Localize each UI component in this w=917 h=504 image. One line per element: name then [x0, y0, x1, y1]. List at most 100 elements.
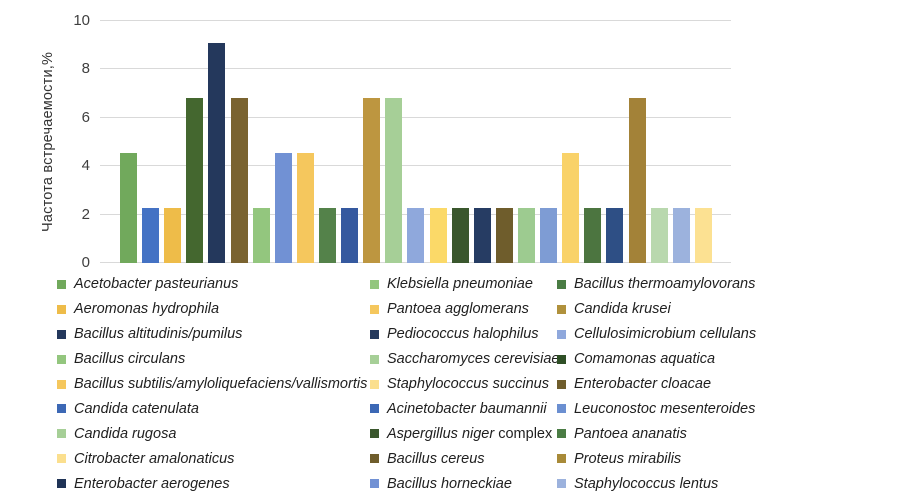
bar	[385, 97, 403, 263]
legend-item: Enterobacter cloacae	[557, 372, 756, 397]
legend-color-swatch	[370, 454, 379, 464]
legend-color-swatch	[557, 429, 566, 439]
legend-color-swatch	[557, 479, 566, 489]
legend-label: Bacillus cereus	[387, 450, 485, 467]
legend-label: Comamonas aquatica	[574, 351, 716, 368]
y-tick-label: 10	[73, 12, 90, 29]
legend-label: Bacillus circulans	[74, 351, 186, 368]
legend-item: Pantoea ananatis	[557, 421, 756, 446]
legend-column-3: Bacillus thermoamylovorans Candida krusei…	[557, 272, 756, 496]
bar	[650, 208, 668, 263]
legend-color-swatch	[557, 379, 566, 389]
gridline	[100, 20, 731, 21]
legend-color-swatch	[370, 429, 379, 439]
legend-item: Citrobacter amalonaticus	[57, 446, 367, 471]
legend: Acetobacter pasteurianus Aeromonas hydrop…	[0, 272, 917, 500]
bar	[318, 208, 336, 263]
gridline	[100, 68, 731, 70]
legend-item: Acetobacter pasteurianus	[57, 272, 367, 297]
y-tick-label: 2	[81, 205, 90, 223]
legend-item: Staphylococcus succinus	[370, 372, 559, 397]
legend-item: Bacillus circulans	[57, 347, 367, 372]
legend-color-swatch	[557, 329, 566, 339]
legend-label: Pantoea agglomerans	[387, 301, 529, 318]
legend-item: Klebsiella pneumoniae	[370, 272, 559, 297]
legend-color-swatch	[57, 404, 66, 414]
y-tick-label: 6	[81, 108, 90, 126]
legend-color-swatch	[370, 379, 379, 389]
legend-label: Acetobacter pasteurianus	[74, 276, 239, 293]
bar	[429, 208, 447, 263]
legend-item: Comamonas aquatica	[557, 347, 756, 372]
bar	[252, 208, 270, 263]
legend-label: Cellulosimicrobium cellulans	[574, 326, 757, 343]
legend-label: Staphylococcus succinus	[387, 376, 549, 392]
bar	[628, 97, 646, 263]
legend-item: Aeromonas hydrophila	[57, 297, 367, 322]
legend-item: Leuconostoc mesenteroides	[557, 396, 756, 421]
legend-label: Proteus mirabilis	[574, 450, 682, 467]
legend-color-swatch	[557, 454, 566, 464]
legend-color-swatch	[557, 279, 566, 289]
legend-color-swatch	[370, 404, 379, 414]
legend-color-swatch	[57, 304, 66, 314]
legend-label: Pantoea ananatis	[574, 425, 687, 442]
legend-label: Candida catenulata	[74, 400, 199, 417]
bar	[407, 208, 425, 263]
bar	[208, 43, 226, 263]
legend-item: Candida krusei	[557, 297, 756, 322]
gridline	[100, 116, 731, 118]
legend-item: Bacillus subtilis/amyloliquefaciens/vall…	[57, 372, 367, 397]
bar	[296, 152, 314, 263]
legend-item: Enterobacter aerogenes	[57, 471, 367, 496]
bar	[473, 208, 491, 263]
legend-item: Saccharomyces cerevisiae	[370, 347, 559, 372]
legend-item: Bacillus thermoamylovorans	[557, 272, 756, 297]
bar	[230, 97, 248, 263]
legend-item: Bacillus altitudinis/pumilus	[57, 322, 367, 347]
legend-item: Candida catenulata	[57, 396, 367, 421]
legend-item: Acinetobacter baumannii	[370, 396, 559, 421]
legend-label: Bacillus subtilis/amyloliquefaciens/vall…	[74, 376, 368, 392]
legend-color-swatch	[57, 329, 66, 339]
legend-label: Aspergillus niger	[387, 425, 495, 442]
legend-label: Enterobacter aerogenes	[74, 475, 230, 492]
legend-label: Staphylococcus lentus	[574, 475, 719, 492]
legend-color-swatch	[370, 479, 379, 489]
legend-label: Acinetobacter baumannii	[387, 400, 547, 417]
legend-color-swatch	[57, 429, 66, 439]
bar	[495, 208, 513, 263]
legend-item: Candida rugosa	[57, 421, 367, 446]
y-axis-ticks: 0 2 4 6 8 10	[0, 12, 90, 271]
gridline	[100, 165, 731, 167]
bar	[562, 152, 580, 263]
bar	[363, 97, 381, 263]
legend-color-swatch	[370, 279, 379, 289]
legend-column-1: Acetobacter pasteurianus Aeromonas hydrop…	[57, 272, 367, 496]
bar	[606, 208, 624, 263]
legend-label: Aeromonas hydrophila	[74, 301, 220, 318]
bar	[694, 208, 712, 263]
legend-color-swatch	[57, 379, 66, 389]
legend-label: Bacillus horneckiae	[387, 475, 512, 492]
bar	[186, 97, 204, 263]
legend-item: Bacillus horneckiae	[370, 471, 559, 496]
legend-color-swatch	[557, 354, 566, 364]
legend-item: Aspergillus niger complex	[370, 421, 559, 446]
legend-item: Staphylococcus lentus	[557, 471, 756, 496]
legend-color-swatch	[557, 304, 566, 314]
legend-item: Cellulosimicrobium cellulans	[557, 322, 756, 347]
y-tick-label: 4	[81, 157, 90, 175]
legend-label: Enterobacter cloacae	[574, 376, 712, 392]
legend-label-suffix: complex	[494, 425, 553, 442]
legend-label: Candida rugosa	[74, 425, 177, 442]
legend-label: Bacillus altitudinis/pumilus	[74, 326, 243, 343]
bar	[142, 208, 160, 263]
bar	[164, 208, 182, 263]
bar	[120, 152, 137, 263]
bar	[517, 208, 535, 263]
legend-column-2: Klebsiella pneumoniae Pantoea agglomerans…	[370, 272, 559, 496]
bar	[341, 208, 359, 263]
legend-label: Citrobacter amalonaticus	[74, 450, 235, 467]
bar	[451, 208, 469, 263]
